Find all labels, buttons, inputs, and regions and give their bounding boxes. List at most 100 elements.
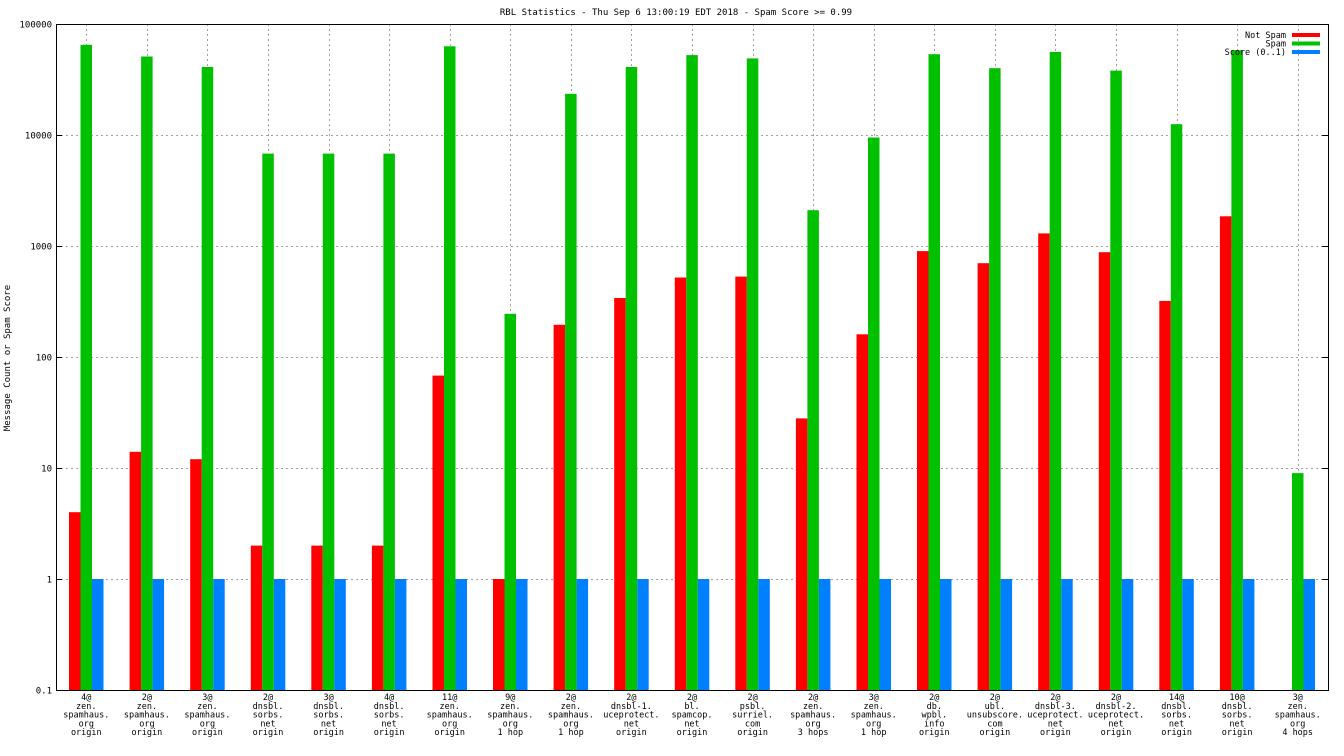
x-tick-label-line: 2@: [747, 693, 757, 703]
x-tick-label-line: org: [200, 719, 215, 729]
x-tick-label: 2@ bl. spamcop. net origin: [672, 693, 713, 738]
x-tick-label-line: db.: [927, 702, 942, 712]
x-tick-label-line: com: [987, 719, 1002, 729]
x-tick-label: 4@ dnsbl. sorbs. net origin: [374, 693, 405, 738]
x-tick-label: 2@ zen. spamhaus. org 1 hop: [548, 693, 594, 738]
x-tick-label-line: spamhaus.: [487, 711, 533, 721]
bar-spam: [625, 67, 638, 690]
bar-not-spam: [371, 545, 384, 690]
x-tick-label-line: zen.: [863, 702, 883, 712]
x-tick-label-line: org: [503, 719, 518, 729]
bar-spam: [565, 93, 577, 691]
x-tick-label: 2@ dnsbl. sorbs. net origin: [253, 693, 284, 738]
bar-not-spam: [1038, 233, 1050, 690]
bar-score: [576, 579, 589, 690]
y-tick-label: 100: [36, 354, 52, 364]
x-tick-label-line: origin: [737, 728, 768, 738]
x-tick-label-line: dnsbl-2.: [1096, 702, 1137, 712]
x-tick-label-line: net: [1048, 719, 1063, 729]
x-tick-label: 4@ zen. spamhaus. org origin: [63, 693, 109, 738]
x-tick-label-line: 1 hop: [558, 728, 584, 738]
bar-not-spam: [1219, 216, 1232, 691]
bar-not-spam: [1098, 252, 1111, 690]
x-tick-label-line: spamhaus.: [790, 711, 836, 721]
x-tick-label-line: ubl.: [985, 702, 1005, 712]
x-tick-label: 3@ zen. spamhaus. org origin: [184, 693, 230, 738]
chart-title: RBL Statistics - Thu Sep 6 13:00:19 EDT …: [500, 8, 852, 18]
bar-spam: [1292, 473, 1304, 690]
x-tick-label-line: 3@: [1293, 693, 1303, 703]
x-tick-label: 3@ zen. spamhaus. org 1 hop: [851, 693, 897, 738]
x-tick-label-line: origin: [677, 728, 708, 738]
x-tick-label-line: sorbs.: [313, 711, 344, 721]
x-tick-label-line: org: [866, 719, 881, 729]
legend-not-spam-swatch: [1292, 33, 1320, 37]
bar-spam: [807, 210, 819, 690]
bar-score: [1121, 579, 1134, 690]
x-tick-label-line: org: [1290, 719, 1305, 729]
bar-score: [273, 579, 286, 690]
legend-score-label: Score (0..1): [1225, 48, 1286, 58]
bar-not-spam: [190, 459, 202, 690]
bar-score: [213, 579, 225, 690]
bar-spam: [1231, 50, 1243, 691]
bar-not-spam: [735, 276, 747, 690]
x-tick-label-line: dnsbl.: [374, 702, 405, 712]
x-tick-label-line: spamhaus.: [851, 711, 897, 721]
x-tick-label-line: zen.: [561, 702, 581, 712]
y-tick-label: 0.1: [36, 687, 52, 697]
legend-spam-label: Spam: [1266, 40, 1286, 50]
x-tick-label-line: origin: [1222, 728, 1253, 738]
x-tick-label-line: zen.: [803, 702, 823, 712]
x-tick-label-line: 4@: [384, 693, 394, 703]
x-tick-label-line: origin: [1040, 728, 1071, 738]
bar-not-spam: [674, 277, 687, 690]
x-tick-label: 2@ dnsbl-3. uceprotect. net origin: [1027, 693, 1083, 738]
x-tick-label-line: net: [1108, 719, 1123, 729]
x-tick-label-line: 2@: [808, 693, 818, 703]
bar-not-spam: [493, 579, 505, 690]
x-tick-label-line: info: [924, 719, 944, 729]
x-tick-label-line: com: [745, 719, 760, 729]
x-tick-label-line: org: [79, 719, 94, 729]
x-tick-label-line: origin: [1161, 728, 1192, 738]
x-tick-label-line: origin: [616, 728, 647, 738]
bar-spam: [262, 153, 274, 691]
x-tick-label-line: 2@: [142, 693, 152, 703]
x-tick-label-line: dnsbl.: [1161, 702, 1192, 712]
bar-spam: [80, 44, 92, 691]
x-tick-label-line: dnsbl-1.: [611, 702, 652, 712]
x-tick-label-line: unsubscore.: [967, 711, 1023, 721]
bars: [69, 44, 1315, 691]
bar-spam: [141, 56, 153, 690]
x-tick-label-line: 3@: [323, 693, 333, 703]
bar-not-spam: [69, 512, 81, 690]
bar-spam: [746, 58, 759, 690]
x-tick-label-line: spamcop.: [672, 711, 713, 721]
x-tick-label-line: 11@: [442, 693, 457, 703]
x-tick-label-line: origin: [192, 728, 223, 738]
x-tick-label-line: surriel.: [732, 711, 773, 721]
x-tick-label-line: origin: [132, 728, 163, 738]
bar-spam: [1170, 124, 1183, 690]
bar-spam: [1049, 52, 1062, 690]
x-tick-label-line: spamhaus.: [1275, 711, 1321, 721]
x-tick-label-line: 4@: [81, 693, 91, 703]
x-tick-label: 11@ zen. spamhaus. org origin: [427, 693, 473, 738]
bar-spam: [1110, 70, 1122, 691]
x-tick-label-line: org: [563, 719, 578, 729]
x-tick-label-line: spamhaus.: [184, 711, 230, 721]
x-tick-label-line: dnsbl.: [1222, 702, 1253, 712]
x-tick-label-line: sorbs.: [1161, 711, 1192, 721]
x-tick-label-line: 3@: [202, 693, 212, 703]
x-tick-label: 14@ dnsbl. sorbs. net origin: [1161, 693, 1192, 738]
x-tick-label-line: zen.: [197, 702, 217, 712]
bar-score: [92, 579, 104, 690]
x-tick-label-line: uceprotect.: [603, 711, 659, 721]
x-tick-label-line: origin: [253, 728, 284, 738]
x-tick-label-line: spamhaus.: [427, 711, 473, 721]
x-tick-label-line: spamhaus.: [548, 711, 594, 721]
x-tick-label: 3@ dnsbl. sorbs. net origin: [313, 693, 344, 738]
